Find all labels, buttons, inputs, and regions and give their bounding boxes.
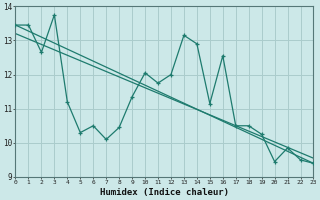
X-axis label: Humidex (Indice chaleur): Humidex (Indice chaleur)	[100, 188, 229, 197]
